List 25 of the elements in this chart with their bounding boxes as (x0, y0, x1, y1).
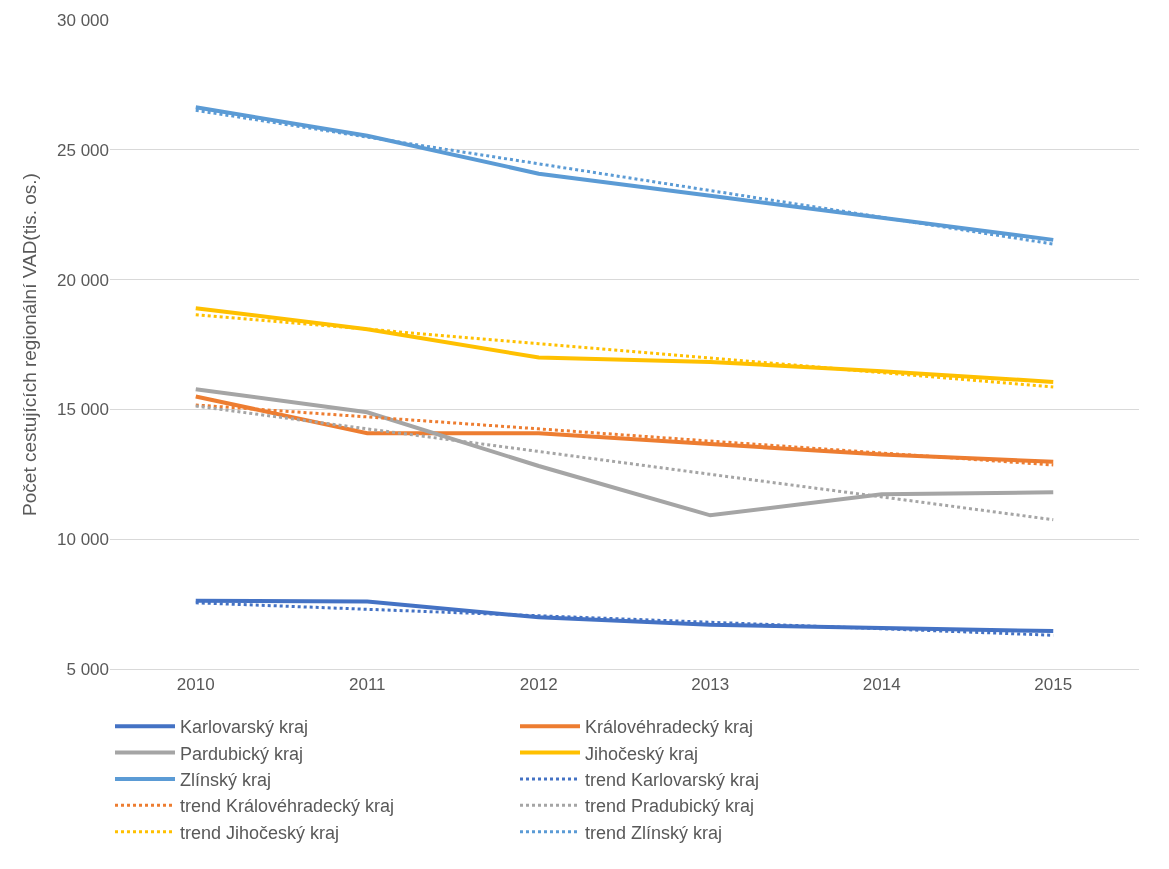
x-tick-label: 2012 (519, 675, 558, 695)
line-series (193, 387, 1056, 518)
y-tick-label: 5 000 (66, 659, 109, 679)
y-tick-label: 15 000 (57, 400, 109, 420)
legend-label: Královéhradecký kraj (585, 717, 754, 738)
y-tick-label: 10 000 (57, 530, 109, 550)
x-tick-label: 2013 (691, 675, 730, 695)
legend-label: trend Jihočeský kraj (180, 822, 340, 843)
legend-label: Karlovarský kraj (180, 717, 309, 738)
y-tick-label: 25 000 (57, 140, 109, 160)
y-tick-label: 30 000 (57, 10, 109, 30)
legend-label: Jihočeský kraj (585, 743, 699, 764)
y-tick-label: 20 000 (57, 270, 109, 290)
legend-label: trend Karlovarský kraj (585, 769, 760, 790)
legend-label: trend Pradubický kraj (585, 796, 755, 817)
x-tick-label: 2011 (348, 675, 386, 695)
x-tick-label: 2015 (1034, 675, 1073, 695)
legend-label: Zlínský kraj (180, 769, 272, 790)
x-tick-label: 2014 (862, 675, 901, 695)
line-series (193, 394, 1056, 464)
legend-label: trend Zlínský kraj (585, 822, 723, 843)
x-tick-label: 2010 (176, 675, 215, 695)
legend-label: trend Královéhradecký kraj (180, 796, 395, 817)
legend-label: Pardubický kraj (180, 743, 304, 764)
y-axis-title: Počet cestujících regionální VAD(tis. os.) (18, 173, 40, 516)
